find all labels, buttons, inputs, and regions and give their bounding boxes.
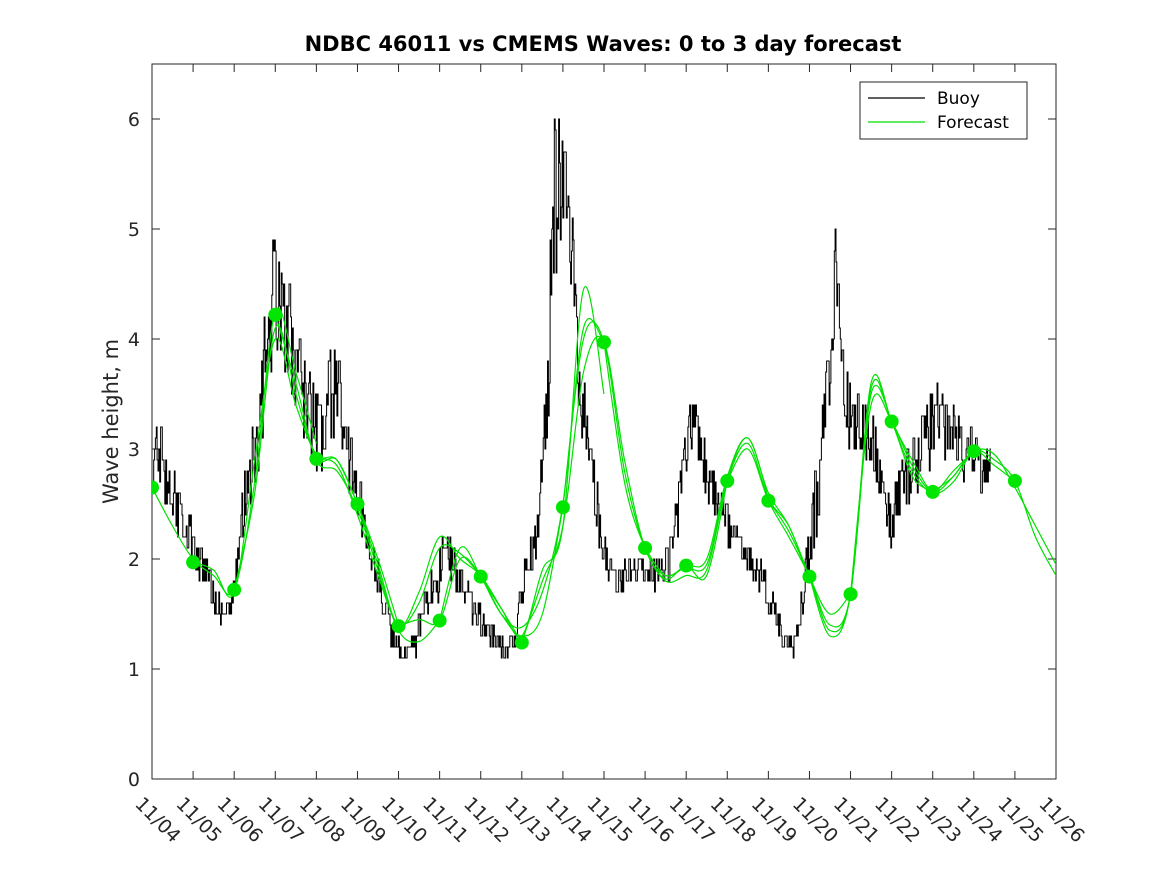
- forecast-run-line-8: [480, 286, 605, 638]
- y-tick-label: 6: [128, 109, 140, 131]
- forecast-run-line-19: [932, 448, 1056, 565]
- forecast-marker: [555, 500, 570, 515]
- y-tick-label: 5: [128, 219, 140, 241]
- forecast-marker: [720, 473, 735, 488]
- forecast-marker: [966, 444, 981, 459]
- forecast-marker: [925, 484, 940, 499]
- forecast-run-line-5: [356, 503, 523, 643]
- forecast-marker: [268, 307, 283, 322]
- forecast-marker: [514, 635, 529, 650]
- forecast-marker: [350, 497, 365, 511]
- forecast-run-line-16: [808, 373, 975, 638]
- y-tick-label: 3: [128, 439, 140, 461]
- forecast-run-line-10: [562, 321, 728, 581]
- forecast-marker: [473, 569, 488, 584]
- forecast-marker: [309, 451, 324, 466]
- forecast-run-line-17: [849, 393, 1016, 595]
- forecast-marker: [227, 582, 242, 597]
- series-group: [152, 118, 1056, 659]
- y-axis-label: Wave height, m: [99, 339, 123, 504]
- chart-title: NDBC 46011 vs CMEMS Waves: 0 to 3 day fo…: [305, 32, 902, 56]
- forecast-run-line-2: [233, 324, 400, 626]
- forecast-marker: [1007, 473, 1022, 488]
- forecast-marker: [432, 613, 447, 628]
- forecast-marker: [802, 569, 817, 584]
- legend-label-0: Buoy: [937, 89, 980, 109]
- forecast-marker: [152, 480, 159, 495]
- axes-box: [151, 63, 1057, 780]
- legend-label-1: Forecast: [937, 113, 1009, 133]
- y-tick-label: 4: [128, 329, 140, 351]
- forecast-marker: [638, 541, 653, 555]
- forecast-marker: [679, 558, 694, 573]
- legend: Buoy Forecast: [859, 81, 1028, 140]
- forecast-marker: [597, 335, 611, 350]
- plot-area: 11/0411/0511/0611/0711/0811/0911/1011/11…: [128, 63, 1089, 847]
- forecast-marker: [761, 493, 776, 508]
- legend-box: [859, 81, 1028, 140]
- forecast-marker: [186, 555, 201, 570]
- forecast-marker: [843, 587, 858, 602]
- y-tick-label: 2: [128, 549, 140, 571]
- y-tick-label: 0: [128, 769, 140, 791]
- forecast-marker: [391, 619, 406, 634]
- y-tick-label: 1: [128, 659, 140, 681]
- forecast-marker: [884, 414, 899, 429]
